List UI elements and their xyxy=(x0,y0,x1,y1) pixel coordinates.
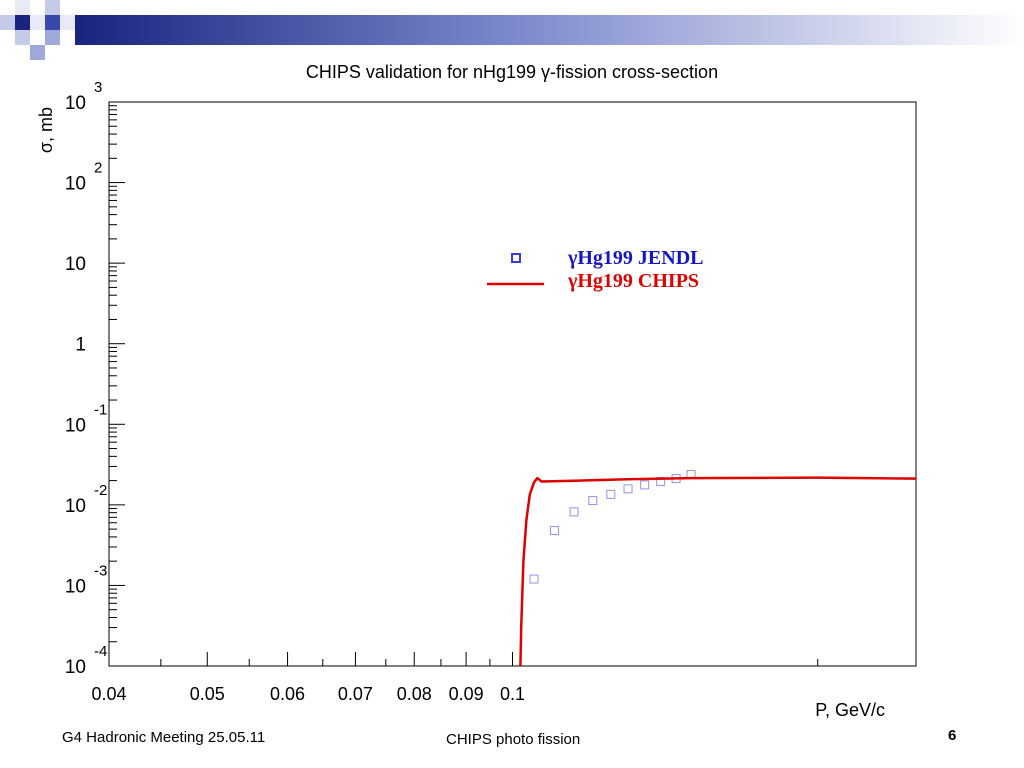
header-square xyxy=(60,15,75,30)
y-tick-label: 10 xyxy=(65,576,86,597)
y-tick-label: 1 xyxy=(75,335,86,356)
y-tick-label: 10 xyxy=(65,174,86,195)
header-gradient-bar xyxy=(75,15,1024,45)
x-tick-label: 0.06 xyxy=(270,684,305,704)
y-tick-exponent: -2 xyxy=(94,482,107,499)
y-axis-label: σ, mb xyxy=(36,107,56,153)
legend-label-jendl: γHg199 JENDL xyxy=(567,247,703,269)
series-line-chips xyxy=(519,476,917,667)
x-axis-label: P, GeV/c xyxy=(815,700,885,720)
slide-number: 6 xyxy=(948,727,957,744)
data-point-jendl xyxy=(529,574,539,584)
header-square xyxy=(30,0,45,15)
series-layer xyxy=(519,470,917,667)
x-tick-label: 0.09 xyxy=(449,684,484,704)
legend: γHg199 JENDL γHg199 CHIPS xyxy=(487,247,703,292)
header-square xyxy=(45,30,60,45)
chart-title: CHIPS validation for nHg199 γ-fission cr… xyxy=(306,62,718,82)
footer-meeting: G4 Hadronic Meeting 25.05.11 xyxy=(62,729,266,746)
y-tick-exponent: -1 xyxy=(94,401,107,418)
x-tick-label: 0.05 xyxy=(190,684,225,704)
header-square xyxy=(30,45,45,60)
x-tick-label: 0.08 xyxy=(397,684,432,704)
data-point-jendl xyxy=(588,496,598,506)
x-tick-label: 0.04 xyxy=(91,684,126,704)
y-major-ticks: 10 3 10 2 10 1 10 -1 10 -2 10 -3 10 -4 xyxy=(65,79,125,678)
header-square xyxy=(15,15,30,30)
header-square xyxy=(60,0,75,15)
data-point-jendl xyxy=(569,507,579,517)
y-tick-exponent: -4 xyxy=(94,643,107,660)
legend-marker-jendl xyxy=(511,253,521,263)
header-square xyxy=(45,15,60,30)
header-square xyxy=(45,0,60,15)
data-point-jendl xyxy=(640,480,650,490)
header-square xyxy=(15,30,30,45)
y-tick-exponent: -3 xyxy=(94,562,107,579)
header-square xyxy=(30,30,45,45)
y-minor-ticks xyxy=(109,105,117,643)
y-tick-exponent: 2 xyxy=(94,160,102,177)
legend-label-chips: γHg199 CHIPS xyxy=(567,270,699,292)
header-square xyxy=(15,0,30,15)
y-tick-label: 10 xyxy=(65,496,86,517)
y-tick-exponent: 3 xyxy=(94,79,102,96)
data-point-jendl xyxy=(606,489,616,499)
y-tick-label: 10 xyxy=(65,93,86,114)
y-tick-label: 10 xyxy=(65,254,86,275)
y-tick-label: 10 xyxy=(65,657,86,678)
x-tick-label: 0.07 xyxy=(338,684,373,704)
x-ticks: 0.04 0.05 0.06 0.07 0.08 0.09 0.1 xyxy=(91,652,819,704)
header-square xyxy=(0,15,15,30)
header-square xyxy=(0,30,15,45)
header-square xyxy=(0,0,15,15)
footer-topic: CHIPS photo fission xyxy=(446,731,581,748)
plot-frame xyxy=(108,101,917,667)
x-tick-label: 0.1 xyxy=(500,684,525,704)
header-square xyxy=(30,15,45,30)
data-point-jendl xyxy=(623,484,633,494)
data-point-jendl xyxy=(549,526,559,536)
y-tick-label: 10 xyxy=(65,415,86,436)
slide-header-decoration xyxy=(0,0,1024,60)
